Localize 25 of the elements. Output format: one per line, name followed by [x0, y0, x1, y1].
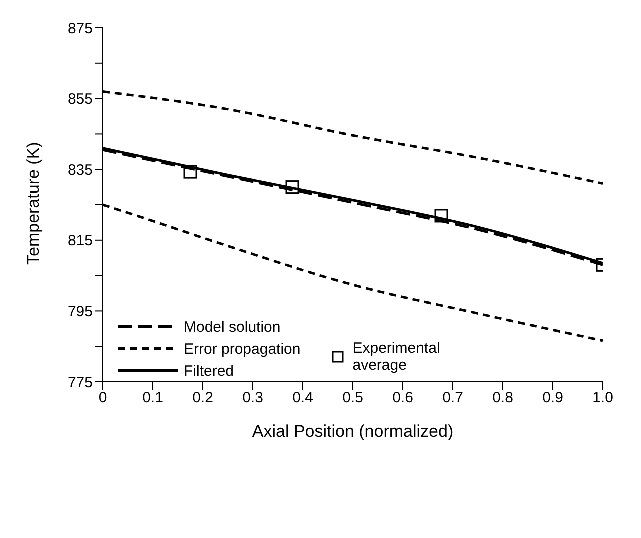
x-tick-label: 0.1 — [142, 390, 164, 407]
y-tick-label: 855 — [68, 91, 93, 108]
x-tick-label: 0.4 — [292, 390, 314, 407]
y-tick-label: 795 — [68, 304, 93, 321]
y-tick-label: 835 — [68, 162, 93, 179]
legend-label: Experimental average — [352, 340, 442, 374]
y-tick-label: 775 — [68, 374, 93, 392]
x-tick-label: 0.6 — [392, 390, 414, 407]
y-tick-label: 815 — [68, 232, 93, 250]
x-axis-title: Axial Position (normalized) — [252, 422, 454, 441]
x-tick-label: 0.3 — [242, 390, 264, 407]
legend-label: Error propagation — [184, 340, 301, 358]
legend-label: Model solution — [184, 318, 281, 336]
x-tick-label: 0.5 — [342, 390, 364, 407]
y-axis-title: Temperature (K) — [24, 142, 44, 265]
x-tick-label: 0.7 — [442, 390, 464, 407]
y-tick-label: 875 — [68, 20, 93, 38]
x-tick-label: 1.0 — [592, 390, 614, 407]
x-tick-label: 0 — [98, 390, 108, 407]
x-tick-label: 0.8 — [492, 390, 514, 407]
point — [184, 165, 198, 179]
point — [286, 180, 300, 194]
legend-label: Filtered — [184, 362, 234, 380]
x-tick-label: 0.2 — [192, 390, 214, 407]
x-tick-label: 0.9 — [542, 390, 564, 407]
